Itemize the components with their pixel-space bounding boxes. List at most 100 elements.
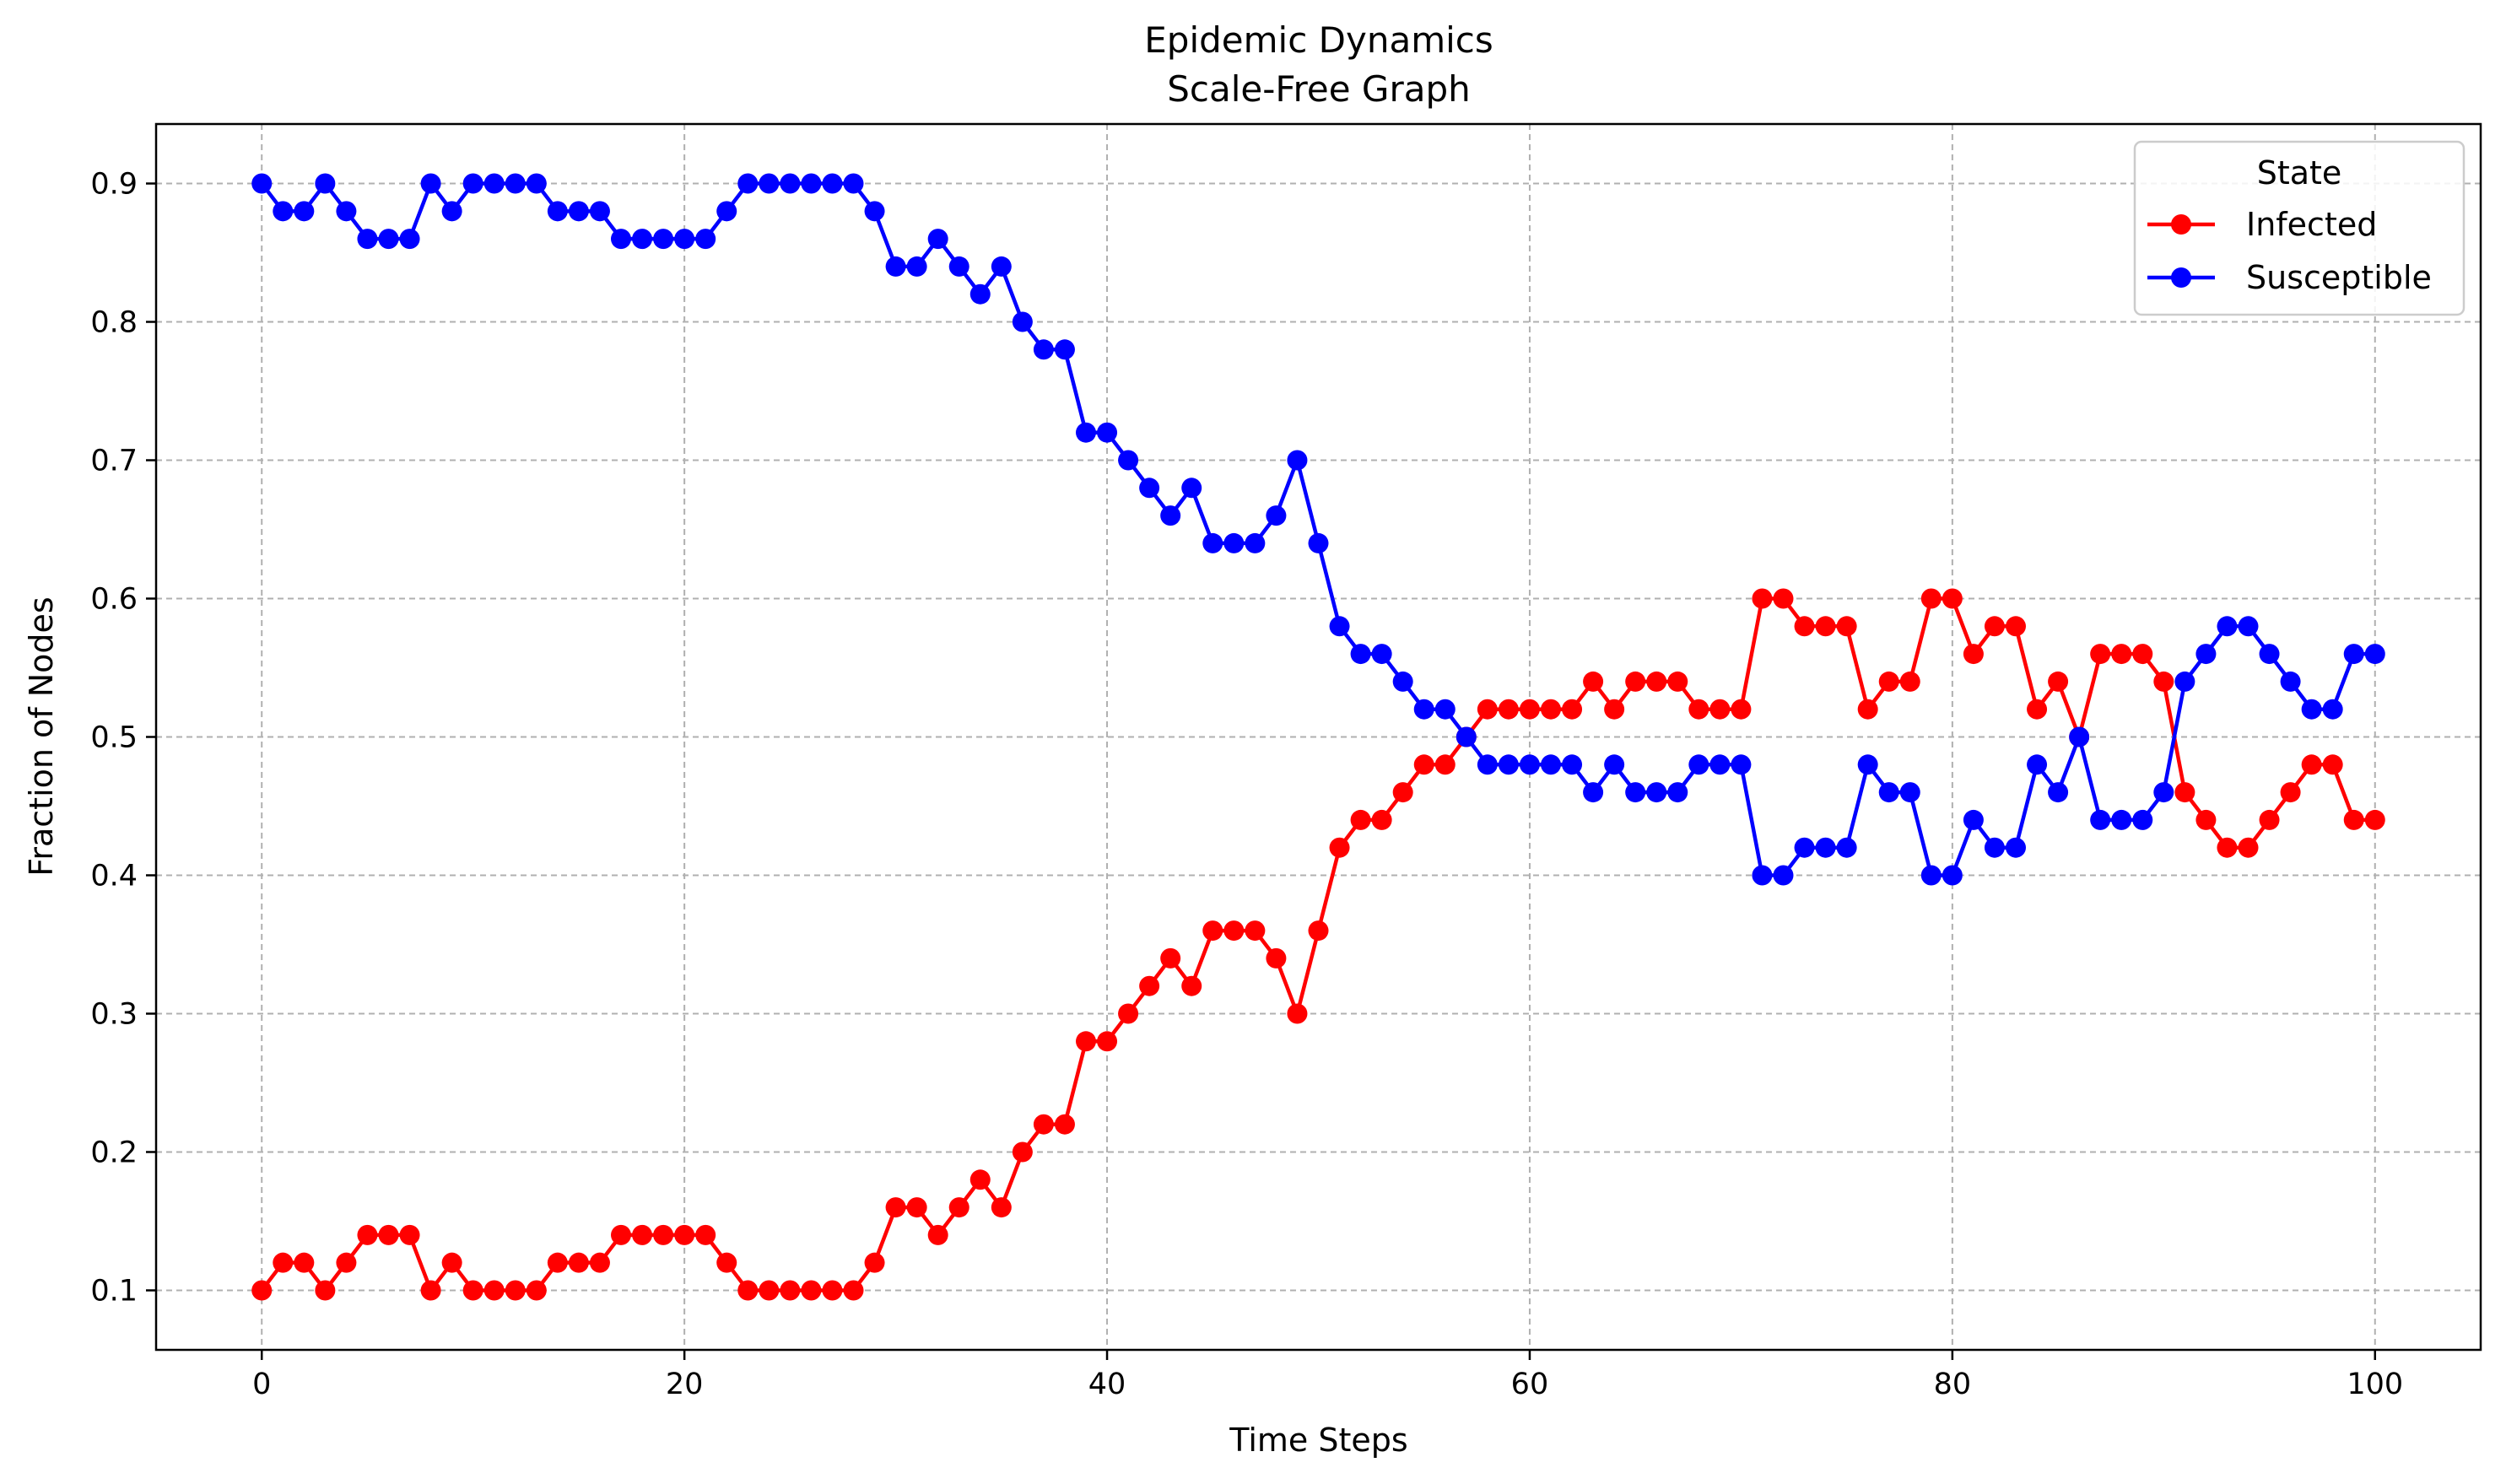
point-infected-35 bbox=[991, 1197, 1012, 1218]
point-susceptible-32 bbox=[927, 229, 948, 250]
point-susceptible-1 bbox=[273, 201, 294, 222]
point-susceptible-16 bbox=[589, 201, 610, 222]
point-infected-98 bbox=[2322, 754, 2343, 775]
point-infected-3 bbox=[315, 1280, 336, 1301]
point-susceptible-93 bbox=[2217, 616, 2238, 637]
point-infected-32 bbox=[927, 1224, 948, 1245]
point-susceptible-79 bbox=[1920, 865, 1942, 886]
point-susceptible-49 bbox=[1287, 450, 1308, 471]
point-susceptible-81 bbox=[1963, 809, 1984, 830]
point-infected-17 bbox=[611, 1224, 631, 1245]
point-infected-70 bbox=[1731, 699, 1752, 720]
x-tick-label-3: 60 bbox=[1511, 1368, 1549, 1401]
point-susceptible-12 bbox=[505, 173, 526, 194]
point-infected-39 bbox=[1076, 1031, 1096, 1052]
y-tick-label-8: 0.9 bbox=[90, 168, 138, 202]
point-susceptible-55 bbox=[1413, 699, 1434, 720]
point-infected-43 bbox=[1160, 947, 1181, 969]
point-infected-78 bbox=[1899, 671, 1920, 692]
point-susceptible-15 bbox=[568, 201, 589, 222]
point-infected-76 bbox=[1857, 699, 1878, 720]
point-susceptible-72 bbox=[1773, 865, 1794, 886]
point-susceptible-29 bbox=[864, 201, 885, 222]
point-susceptible-20 bbox=[674, 229, 695, 250]
legend-box bbox=[2133, 140, 2465, 316]
point-susceptible-100 bbox=[2364, 644, 2385, 665]
y-tick-label-0: 0.1 bbox=[90, 1274, 138, 1308]
legend-label-susceptible: Susceptible bbox=[2246, 259, 2432, 296]
point-infected-40 bbox=[1097, 1031, 1118, 1052]
point-susceptible-25 bbox=[780, 173, 801, 194]
point-susceptible-63 bbox=[1583, 782, 1604, 803]
point-susceptible-96 bbox=[2280, 671, 2301, 692]
point-infected-90 bbox=[2153, 671, 2174, 692]
point-infected-47 bbox=[1245, 920, 1266, 942]
point-infected-81 bbox=[1963, 644, 1984, 665]
point-susceptible-52 bbox=[1350, 644, 1371, 665]
point-susceptible-24 bbox=[759, 173, 780, 194]
point-infected-94 bbox=[2238, 837, 2259, 858]
point-infected-24 bbox=[759, 1280, 780, 1301]
point-infected-44 bbox=[1181, 975, 1202, 996]
y-axis-label: Fraction of Nodes bbox=[23, 596, 60, 876]
point-susceptible-61 bbox=[1541, 754, 1561, 775]
point-infected-48 bbox=[1266, 947, 1287, 969]
point-infected-85 bbox=[2048, 671, 2069, 692]
point-susceptible-78 bbox=[1899, 782, 1920, 803]
point-susceptible-69 bbox=[1709, 754, 1731, 775]
point-infected-64 bbox=[1604, 699, 1625, 720]
y-tick-label-7: 0.8 bbox=[90, 306, 138, 340]
y-tick-label-1: 0.2 bbox=[90, 1136, 138, 1169]
point-infected-56 bbox=[1434, 754, 1456, 775]
point-susceptible-3 bbox=[315, 173, 336, 194]
point-susceptible-37 bbox=[1033, 339, 1054, 360]
point-infected-100 bbox=[2364, 809, 2385, 830]
point-infected-89 bbox=[2132, 644, 2153, 665]
point-infected-46 bbox=[1223, 920, 1245, 942]
point-infected-14 bbox=[547, 1252, 568, 1273]
point-infected-63 bbox=[1583, 671, 1604, 692]
point-susceptible-13 bbox=[526, 173, 547, 194]
point-infected-18 bbox=[632, 1224, 653, 1245]
point-infected-68 bbox=[1688, 699, 1709, 720]
point-susceptible-70 bbox=[1731, 754, 1752, 775]
point-infected-22 bbox=[716, 1252, 737, 1273]
point-infected-36 bbox=[1012, 1141, 1033, 1163]
x-tick-label-1: 20 bbox=[666, 1368, 704, 1401]
y-tick-label-4: 0.5 bbox=[90, 721, 138, 755]
point-susceptible-80 bbox=[1942, 865, 1963, 886]
x-tick-label-2: 40 bbox=[1088, 1368, 1126, 1401]
y-tick-label-3: 0.4 bbox=[90, 859, 138, 893]
point-infected-13 bbox=[526, 1280, 547, 1301]
point-infected-62 bbox=[1562, 699, 1583, 720]
point-infected-34 bbox=[969, 1169, 991, 1190]
point-infected-33 bbox=[948, 1197, 969, 1218]
point-susceptible-98 bbox=[2322, 699, 2343, 720]
point-susceptible-17 bbox=[611, 229, 631, 250]
point-susceptible-53 bbox=[1371, 644, 1392, 665]
point-susceptible-7 bbox=[399, 229, 420, 250]
point-susceptible-22 bbox=[716, 201, 737, 222]
point-infected-88 bbox=[2111, 644, 2132, 665]
point-susceptible-94 bbox=[2238, 616, 2259, 637]
point-susceptible-33 bbox=[948, 256, 969, 277]
point-susceptible-66 bbox=[1646, 782, 1667, 803]
point-susceptible-47 bbox=[1245, 532, 1266, 553]
point-susceptible-85 bbox=[2048, 782, 2069, 803]
point-infected-69 bbox=[1709, 699, 1731, 720]
point-susceptible-42 bbox=[1139, 478, 1160, 499]
point-susceptible-5 bbox=[357, 229, 378, 250]
point-infected-52 bbox=[1350, 809, 1371, 830]
point-infected-19 bbox=[653, 1224, 674, 1245]
legend-title: State bbox=[2257, 154, 2342, 192]
point-susceptible-56 bbox=[1434, 699, 1456, 720]
point-susceptible-2 bbox=[294, 201, 315, 222]
point-susceptible-21 bbox=[695, 229, 716, 250]
point-susceptible-4 bbox=[336, 201, 357, 222]
point-infected-60 bbox=[1519, 699, 1540, 720]
point-infected-96 bbox=[2280, 782, 2301, 803]
point-susceptible-27 bbox=[822, 173, 843, 194]
series-layer bbox=[251, 173, 2385, 1301]
point-infected-53 bbox=[1371, 809, 1392, 830]
legend-item-susceptible: Susceptible bbox=[2147, 259, 2432, 296]
